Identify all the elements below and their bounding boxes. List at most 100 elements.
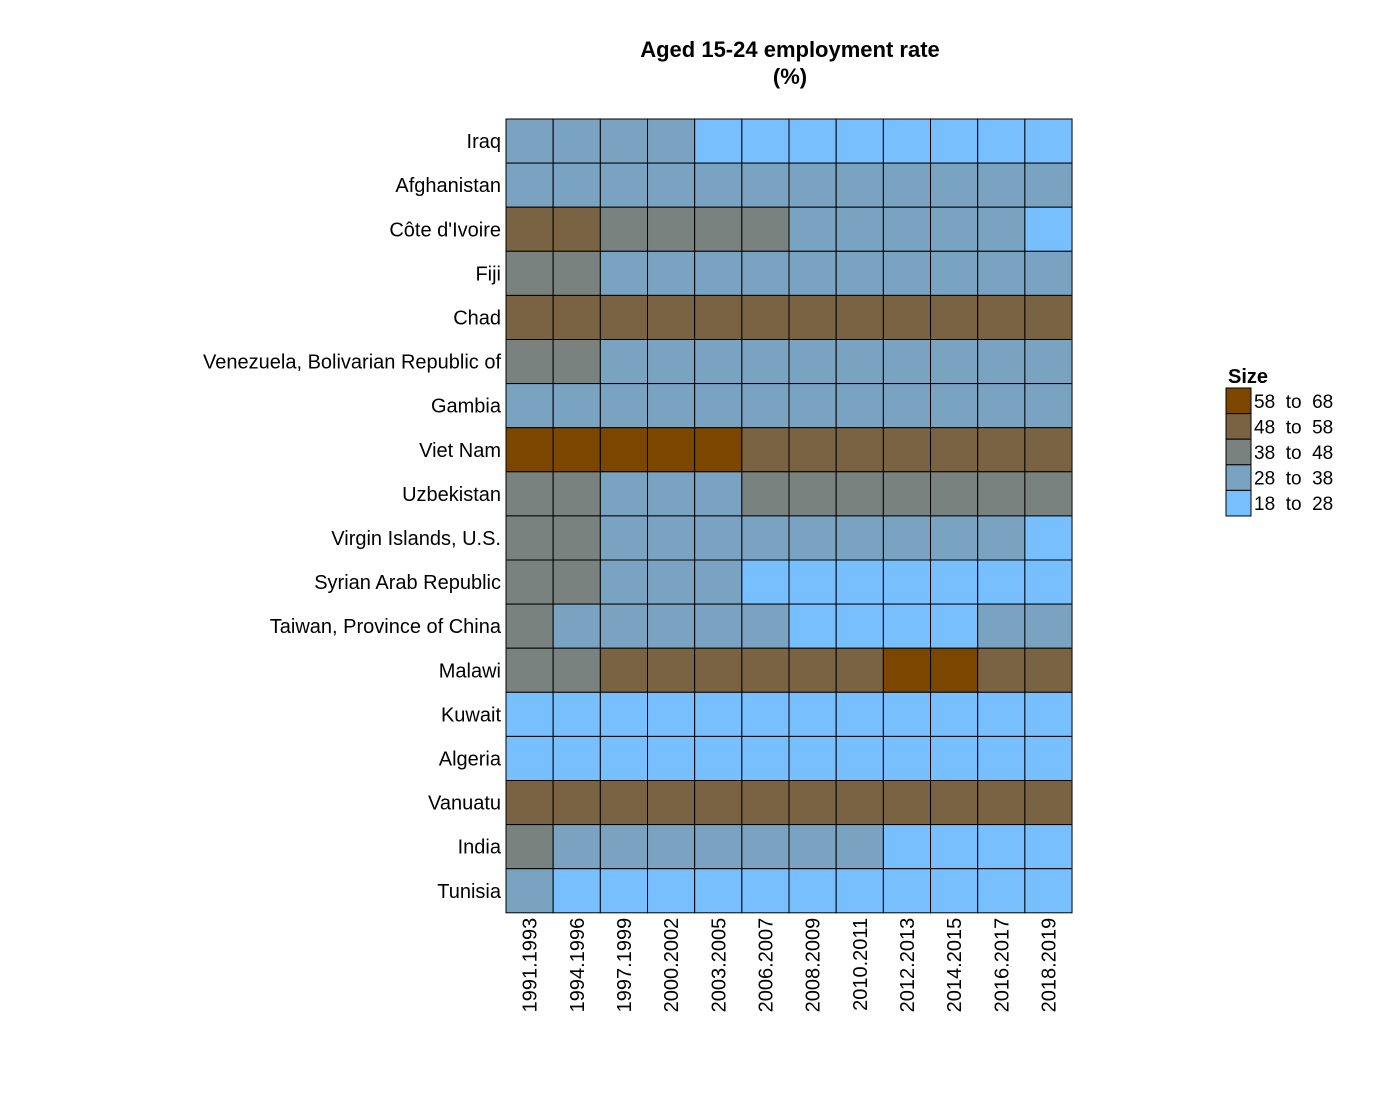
heatmap-cell xyxy=(505,691,554,737)
heatmap-cell xyxy=(647,427,696,473)
legend-label: 58 to 68 xyxy=(1254,392,1333,413)
heatmap-cell xyxy=(788,735,837,782)
heatmap-cell xyxy=(882,294,932,340)
heatmap-cell xyxy=(835,118,884,164)
heatmap-cell xyxy=(835,427,884,473)
heatmap-cell xyxy=(882,471,932,517)
legend-swatch xyxy=(1225,413,1252,440)
legend-label: 28 to 38 xyxy=(1254,469,1333,490)
heatmap-cell xyxy=(977,559,1026,605)
heatmap-cell xyxy=(505,603,554,649)
heatmap-cell xyxy=(882,735,932,782)
heatmap-cell xyxy=(599,471,649,517)
y-tick-label: Afghanistan xyxy=(395,175,501,197)
heatmap-cell xyxy=(977,691,1026,737)
heatmap-cell xyxy=(694,868,743,914)
heatmap-cell xyxy=(505,647,554,693)
heatmap-cell xyxy=(505,868,554,914)
heatmap-cell xyxy=(930,691,979,737)
y-tick-label: Viet Nam xyxy=(419,440,501,462)
heatmap-cell xyxy=(647,735,696,782)
heatmap-cell xyxy=(882,780,932,826)
heatmap-cell xyxy=(788,250,837,296)
heatmap-cell xyxy=(835,515,884,561)
heatmap-cell xyxy=(788,383,837,429)
heatmap-cell xyxy=(835,162,884,208)
heatmap-cell xyxy=(694,206,743,252)
heatmap-cell xyxy=(694,559,743,605)
heatmap-cell xyxy=(741,339,790,385)
heatmap-cell xyxy=(788,691,837,737)
heatmap-cell xyxy=(694,427,743,473)
heatmap-cell xyxy=(741,647,790,693)
y-tick-label: Kuwait xyxy=(441,704,501,726)
heatmap-cell xyxy=(882,824,932,870)
heatmap-cell xyxy=(599,339,649,385)
heatmap-cell xyxy=(647,515,696,561)
heatmap-cell xyxy=(1024,735,1073,782)
heatmap-cell xyxy=(835,603,884,649)
heatmap-cell xyxy=(1024,868,1073,914)
heatmap-cell xyxy=(694,691,743,737)
heatmap-cell xyxy=(694,780,743,826)
heatmap-cell xyxy=(647,603,696,649)
heatmap-cell xyxy=(741,868,790,914)
heatmap-cell xyxy=(835,868,884,914)
heatmap-cell xyxy=(788,868,837,914)
x-tick-label: 2014.2015 xyxy=(944,918,966,1013)
x-tick-label: 2016.2017 xyxy=(991,918,1013,1013)
heatmap-cell xyxy=(835,735,884,782)
x-tick-label: 2006.2007 xyxy=(755,918,777,1013)
heatmap-cell xyxy=(741,162,790,208)
heatmap-cell xyxy=(694,250,743,296)
heatmap-cell xyxy=(552,383,601,429)
heatmap-cell xyxy=(694,515,743,561)
heatmap-cell xyxy=(647,383,696,429)
heatmap-cell xyxy=(788,162,837,208)
heatmap-cell xyxy=(788,294,837,340)
heatmap-cell xyxy=(647,294,696,340)
heatmap-cell xyxy=(647,559,696,605)
heatmap-cell xyxy=(741,603,790,649)
heatmap-cell xyxy=(1024,603,1073,649)
heatmap-cell xyxy=(977,515,1026,561)
y-axis-labels: Iraq Afghanistan Côte d'Ivoire Fiji Chad Vene… xyxy=(203,131,502,903)
heatmap-cell xyxy=(977,735,1026,782)
legend-title: Size xyxy=(1228,366,1268,388)
heatmap-cell xyxy=(505,735,554,782)
y-tick-label: Virgin Islands, U.S. xyxy=(331,528,501,550)
heatmap-cells xyxy=(505,118,1073,914)
heatmap-cell xyxy=(552,471,601,517)
heatmap-cell xyxy=(835,824,884,870)
legend-label: 48 to 58 xyxy=(1254,417,1333,438)
heatmap-cell xyxy=(788,824,837,870)
heatmap-cell xyxy=(505,780,554,826)
heatmap-cell xyxy=(1024,383,1073,429)
heatmap-cell xyxy=(741,294,790,340)
heatmap-cell xyxy=(694,383,743,429)
heatmap-cell xyxy=(647,206,696,252)
heatmap-cell xyxy=(1024,515,1073,561)
heatmap-cell xyxy=(552,824,601,870)
heatmap-cell xyxy=(1024,559,1073,605)
heatmap-cell xyxy=(505,162,554,208)
heatmap-cell xyxy=(977,383,1026,429)
heatmap-cell xyxy=(835,691,884,737)
y-tick-label: Malawi xyxy=(439,660,501,682)
heatmap-cell xyxy=(882,118,932,164)
heatmap-cell xyxy=(505,383,554,429)
heatmap-cell xyxy=(505,427,554,473)
heatmap-cell xyxy=(930,780,979,826)
heatmap-cell xyxy=(835,647,884,693)
heatmap-cell xyxy=(882,250,932,296)
heatmap-cell xyxy=(741,427,790,473)
heatmap-cell xyxy=(552,559,601,605)
y-tick-label: Iraq xyxy=(467,131,501,153)
heatmap-cell xyxy=(788,427,837,473)
heatmap-cell xyxy=(694,471,743,517)
heatmap-cell xyxy=(930,824,979,870)
heatmap-cell xyxy=(599,691,649,737)
heatmap-cell xyxy=(552,647,601,693)
heatmap-cell xyxy=(741,691,790,737)
